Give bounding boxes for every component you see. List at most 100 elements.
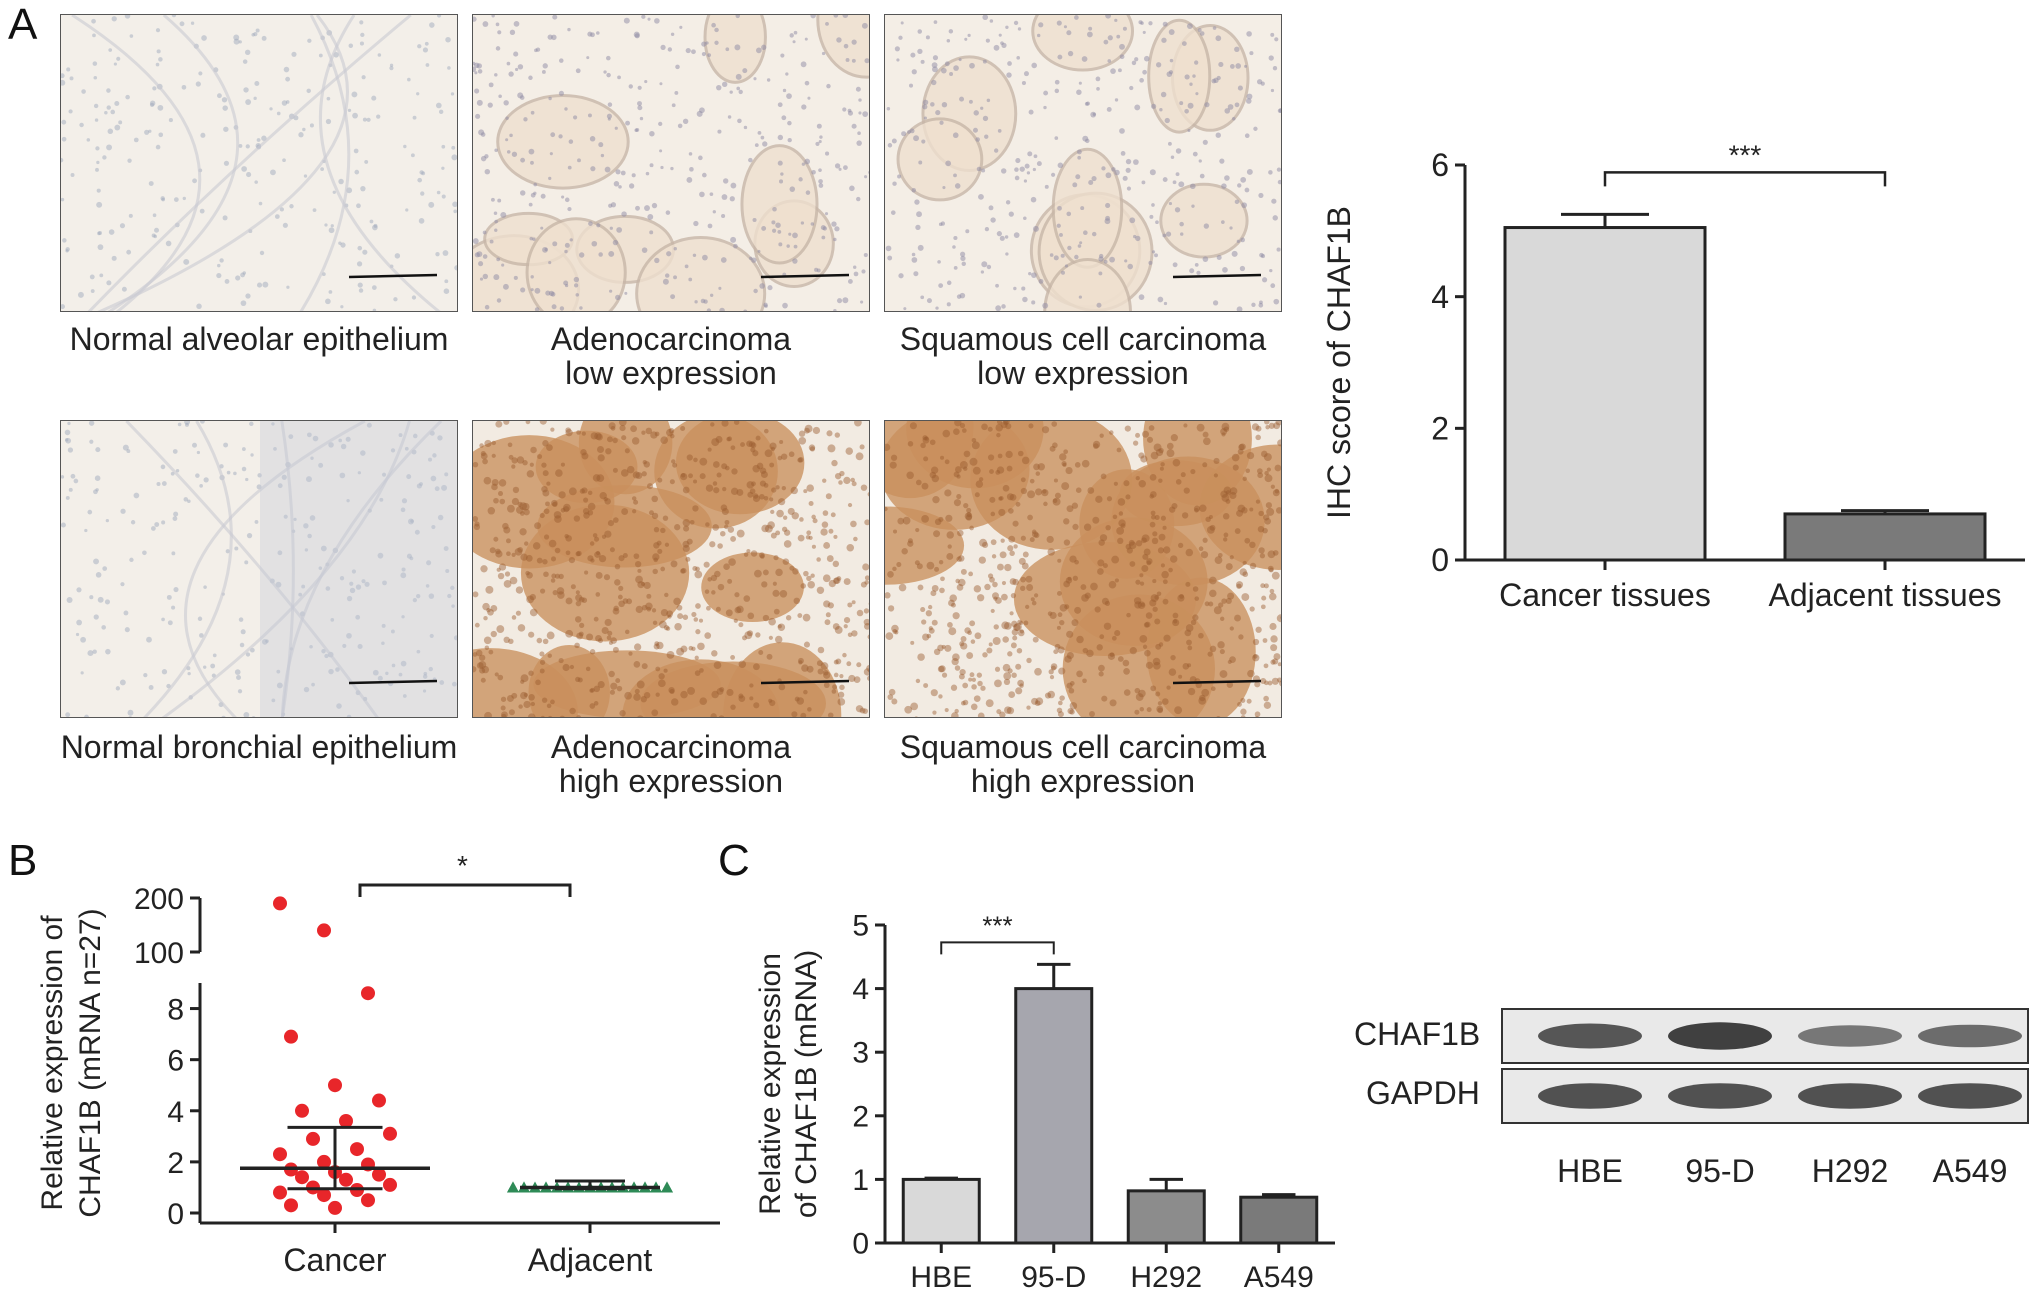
data-point-adjacent — [507, 1181, 519, 1193]
scale-bar — [760, 273, 850, 279]
micrograph-image — [885, 15, 1281, 311]
significance-bracket — [940, 941, 1055, 955]
panel-label-c: C — [718, 836, 750, 885]
ihc-bar-chart: 0 2 4 6 Cancer tissues Adjacent tissues IHC sc… — [1321, 139, 2025, 613]
y-tick-label: 4 — [852, 973, 869, 1006]
micrograph-image — [61, 421, 457, 717]
micrograph-image — [61, 15, 457, 311]
band — [1798, 1025, 1902, 1047]
y-tick-label: 2 — [1431, 411, 1449, 447]
band — [1918, 1083, 2022, 1109]
band — [1668, 1083, 1772, 1109]
micrograph-caption: Adenocarcinoma high expression — [452, 730, 890, 798]
y-tick-label: 200 — [134, 883, 184, 916]
y-tick-label: 5 — [852, 910, 869, 943]
y-tick-label: 2 — [852, 1100, 869, 1133]
caption-line: Normal alveolar epithelium — [69, 321, 449, 357]
bar-h292 — [1126, 1189, 1206, 1245]
significance-marker: * — [457, 850, 468, 881]
caption-line: high expression — [558, 763, 784, 799]
caption-line: Squamous cell carcinoma — [899, 321, 1267, 357]
western-blot: CHAF1B GAPDH HBE 95-D H292 A549 — [1340, 990, 2030, 1190]
y-tick-label: 8 — [167, 994, 184, 1027]
y-tick-label: 4 — [167, 1096, 184, 1129]
micrograph-5 — [472, 420, 870, 718]
data-point-cancer — [295, 1103, 309, 1118]
x-tick-label: A549 — [1244, 1261, 1314, 1294]
data-point-cancer — [317, 1154, 331, 1169]
bar-95-d — [1014, 987, 1094, 1245]
micrograph-caption: Normal bronchial epithelium — [40, 730, 478, 764]
band — [1668, 1022, 1772, 1050]
panel-label-b: B — [8, 836, 38, 885]
y-axis-label: IHC score of CHAF1B — [1321, 206, 1357, 519]
micrograph-caption: Squamous cell carcinoma high expression — [864, 730, 1302, 798]
caption-line: low expression — [565, 355, 777, 391]
x-tick-label: 95-D — [1021, 1261, 1086, 1294]
scale-bar — [760, 679, 850, 685]
blot-image: HBE 95-D H292 A549 — [1501, 1008, 2029, 1189]
data-point-cancer — [273, 896, 287, 911]
data-point-cancer — [328, 1200, 342, 1215]
data-point-adjacent — [661, 1181, 673, 1193]
band — [1538, 1083, 1642, 1109]
caption-line: Squamous cell carcinoma — [899, 729, 1267, 765]
y-tick-label: 0 — [852, 1228, 869, 1261]
x-tick-label: Adjacent — [528, 1242, 653, 1278]
x-tick-label: HBE — [910, 1261, 972, 1294]
data-point-cancer — [295, 1170, 309, 1185]
scale-bar — [348, 679, 438, 685]
data-point-cancer — [361, 986, 375, 1001]
scale-bar — [1172, 273, 1262, 279]
micrograph-image — [885, 421, 1281, 717]
data-point-cancer — [284, 1029, 298, 1044]
data-point-cancer — [383, 1126, 397, 1141]
caption-line: Normal bronchial epithelium — [60, 729, 458, 765]
caption-line: high expression — [970, 763, 1196, 799]
micrograph-4 — [60, 420, 458, 718]
micrograph-caption: Adenocarcinoma low expression — [452, 322, 890, 390]
data-point-cancer — [328, 1078, 342, 1093]
scale-bar — [348, 273, 438, 279]
micrograph-6 — [884, 420, 1282, 718]
x-tick-label: H292 — [1130, 1261, 1202, 1294]
significance-marker: *** — [982, 910, 1012, 940]
scale-bar — [1172, 679, 1262, 685]
micrograph-2 — [472, 14, 870, 312]
mrna-scatter-chart: 0 2 4 6 8 100 200 Relative expression of CHAF1B … — [36, 850, 720, 1278]
band — [1798, 1083, 1902, 1109]
micrograph-3 — [884, 14, 1282, 312]
micrograph-caption: Squamous cell carcinoma low expression — [864, 322, 1302, 390]
x-tick-label: Cancer — [283, 1242, 387, 1278]
lane-label: HBE — [1557, 1153, 1623, 1189]
y-tick-label: 100 — [134, 937, 184, 970]
data-point-cancer — [339, 1114, 353, 1128]
micrograph-image — [473, 15, 869, 311]
y-tick-label: 4 — [1431, 279, 1449, 315]
data-point-cancer — [372, 1167, 386, 1182]
significance-bracket — [358, 883, 572, 897]
caption-line: Adenocarcinoma — [550, 729, 792, 765]
y-tick-label: 2 — [167, 1147, 184, 1180]
blot-row-label-gapdh: GAPDH — [1366, 1075, 1480, 1111]
y-tick-label: 1 — [852, 1164, 869, 1197]
y-axis-label: CHAF1B (mRNA n=27) — [74, 908, 107, 1217]
data-point-cancer — [284, 1198, 298, 1213]
y-tick-label: 3 — [852, 1037, 869, 1070]
y-axis-label: Relative expression of — [36, 915, 69, 1211]
micrograph-image — [473, 421, 869, 717]
y-axis-label: Relative expression — [754, 953, 787, 1215]
y-tick-label: 0 — [167, 1198, 184, 1231]
data-point-cancer — [273, 1185, 287, 1200]
x-tick-label: Adjacent tissues — [1768, 577, 2001, 613]
lane-label: 95-D — [1685, 1153, 1754, 1189]
bar-hbe — [901, 1177, 981, 1245]
caption-line: Adenocarcinoma — [550, 321, 792, 357]
data-point-cancer — [317, 923, 331, 938]
data-point-cancer — [372, 1093, 386, 1108]
blot-row-label-chaf1b: CHAF1B — [1354, 1016, 1481, 1052]
panel-label-a: A — [8, 0, 38, 49]
data-point-cancer — [361, 1193, 375, 1208]
data-point-cancer — [306, 1131, 320, 1146]
y-axis-label: of CHAF1B (mRNA) — [790, 950, 823, 1218]
